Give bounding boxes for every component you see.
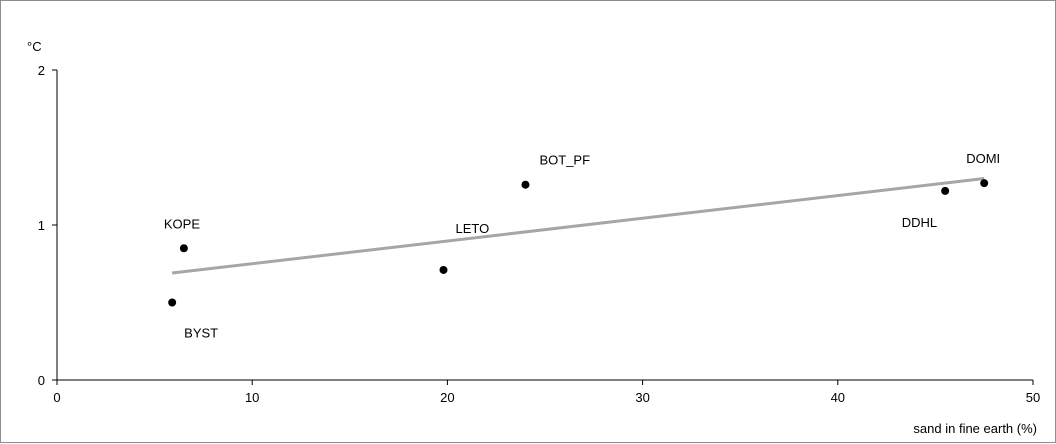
point-label-kope: KOPE	[164, 216, 200, 231]
point-label-ddhl: DDHL	[902, 215, 937, 230]
x-tick-label: 40	[831, 390, 845, 405]
data-point-byst	[168, 298, 177, 307]
data-point-domi	[980, 179, 989, 188]
y-axis-label: °C	[27, 39, 42, 54]
data-point-ddhl	[941, 186, 950, 195]
data-point-leto	[439, 265, 448, 274]
data-point-kope	[179, 244, 188, 253]
x-ticks: 0 10 20 30 40 50	[53, 380, 1040, 405]
y-tick-label: 1	[38, 218, 45, 233]
points-group	[168, 179, 989, 307]
y-tick-label: 2	[38, 63, 45, 78]
x-tick-label: 0	[53, 390, 60, 405]
x-tick-label: 30	[635, 390, 649, 405]
x-axis-label: sand in fine earth (%)	[913, 421, 1037, 436]
trendline-group	[171, 177, 985, 275]
y-tick-label: 0	[38, 373, 45, 388]
point-label-byst: BYST	[184, 326, 218, 341]
x-tick-label: 50	[1026, 390, 1040, 405]
x-tick-label: 20	[440, 390, 454, 405]
point-label-domi: DOMI	[966, 151, 1000, 166]
point-label-bot-pf: BOT_PF	[539, 153, 590, 168]
point-label-leto: LETO	[455, 221, 489, 236]
trendline	[171, 177, 985, 275]
y-ticks: 0 1 2	[38, 63, 57, 388]
data-point-bot-pf	[521, 180, 530, 189]
x-tick-label: 10	[245, 390, 259, 405]
point-labels-group: KOPE BYST LETO BOT_PF DDHL DOMI	[164, 151, 1000, 340]
